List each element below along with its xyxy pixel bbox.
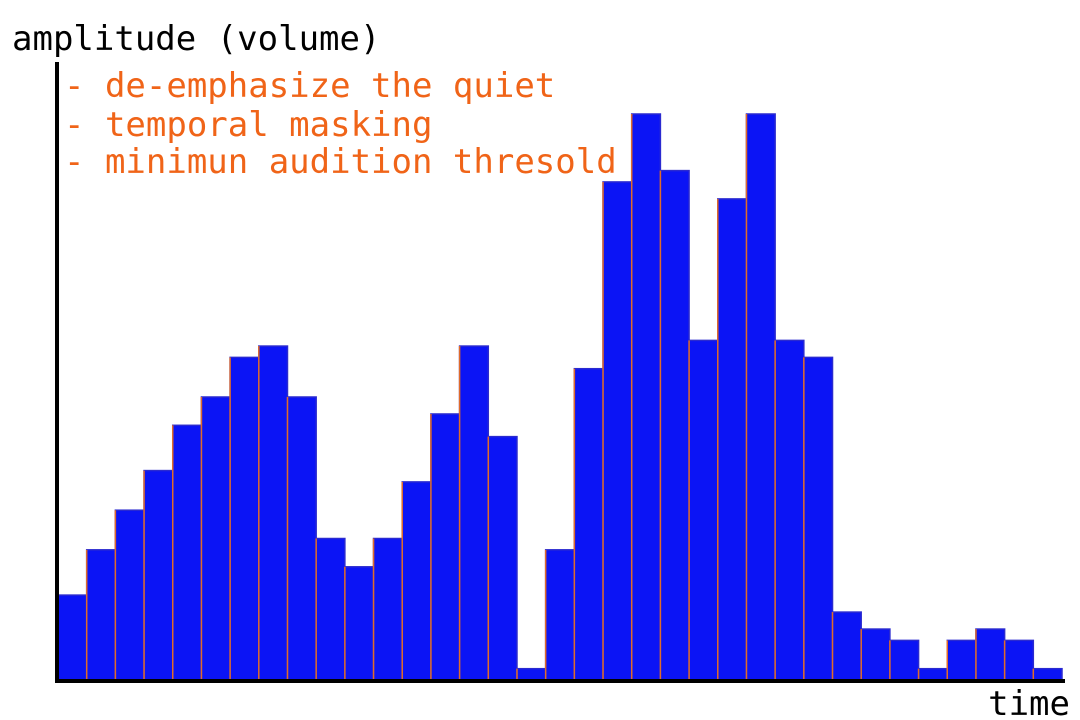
bar-22	[659, 169, 690, 681]
annotation-line-2: - temporal masking	[64, 105, 432, 145]
bar-7	[229, 356, 260, 681]
bar-6	[200, 396, 231, 681]
bar-30	[889, 639, 920, 681]
bar-29	[860, 628, 891, 681]
bar-19	[573, 367, 604, 681]
bar-27	[803, 356, 834, 681]
bar-34	[1003, 639, 1035, 681]
bar-14	[430, 413, 461, 681]
bar-1	[57, 594, 88, 681]
bar-5	[171, 424, 203, 681]
bar-18	[544, 549, 576, 681]
annotation-line-1: - de-emphasize the quiet	[64, 66, 555, 106]
bar-28	[831, 611, 862, 681]
bar-8	[258, 345, 289, 681]
annotation-line-3: - minimun audition thresold	[64, 142, 617, 182]
bar-16	[487, 435, 518, 681]
bar-10	[315, 537, 346, 681]
bar-15	[458, 345, 490, 681]
bar-20	[602, 181, 633, 681]
bar-31	[917, 667, 949, 681]
bar-12	[372, 537, 403, 681]
bar-3	[114, 509, 145, 681]
bar-33	[975, 628, 1006, 681]
x-axis-label: time	[988, 684, 1070, 720]
bar-11	[344, 566, 375, 681]
bar-23	[688, 339, 719, 681]
bars-group	[57, 113, 1063, 681]
bar-9	[286, 396, 317, 681]
bar-17	[516, 667, 547, 681]
bar-13	[401, 481, 432, 681]
bar-25	[745, 113, 776, 681]
y-axis-label: amplitude (volume)	[12, 19, 380, 59]
bar-2	[85, 549, 117, 681]
bar-4	[143, 469, 174, 681]
bar-24	[717, 198, 748, 681]
bar-35	[1032, 667, 1063, 681]
bar-21	[630, 113, 662, 681]
bar-32	[946, 639, 977, 681]
bar-26	[774, 339, 805, 681]
